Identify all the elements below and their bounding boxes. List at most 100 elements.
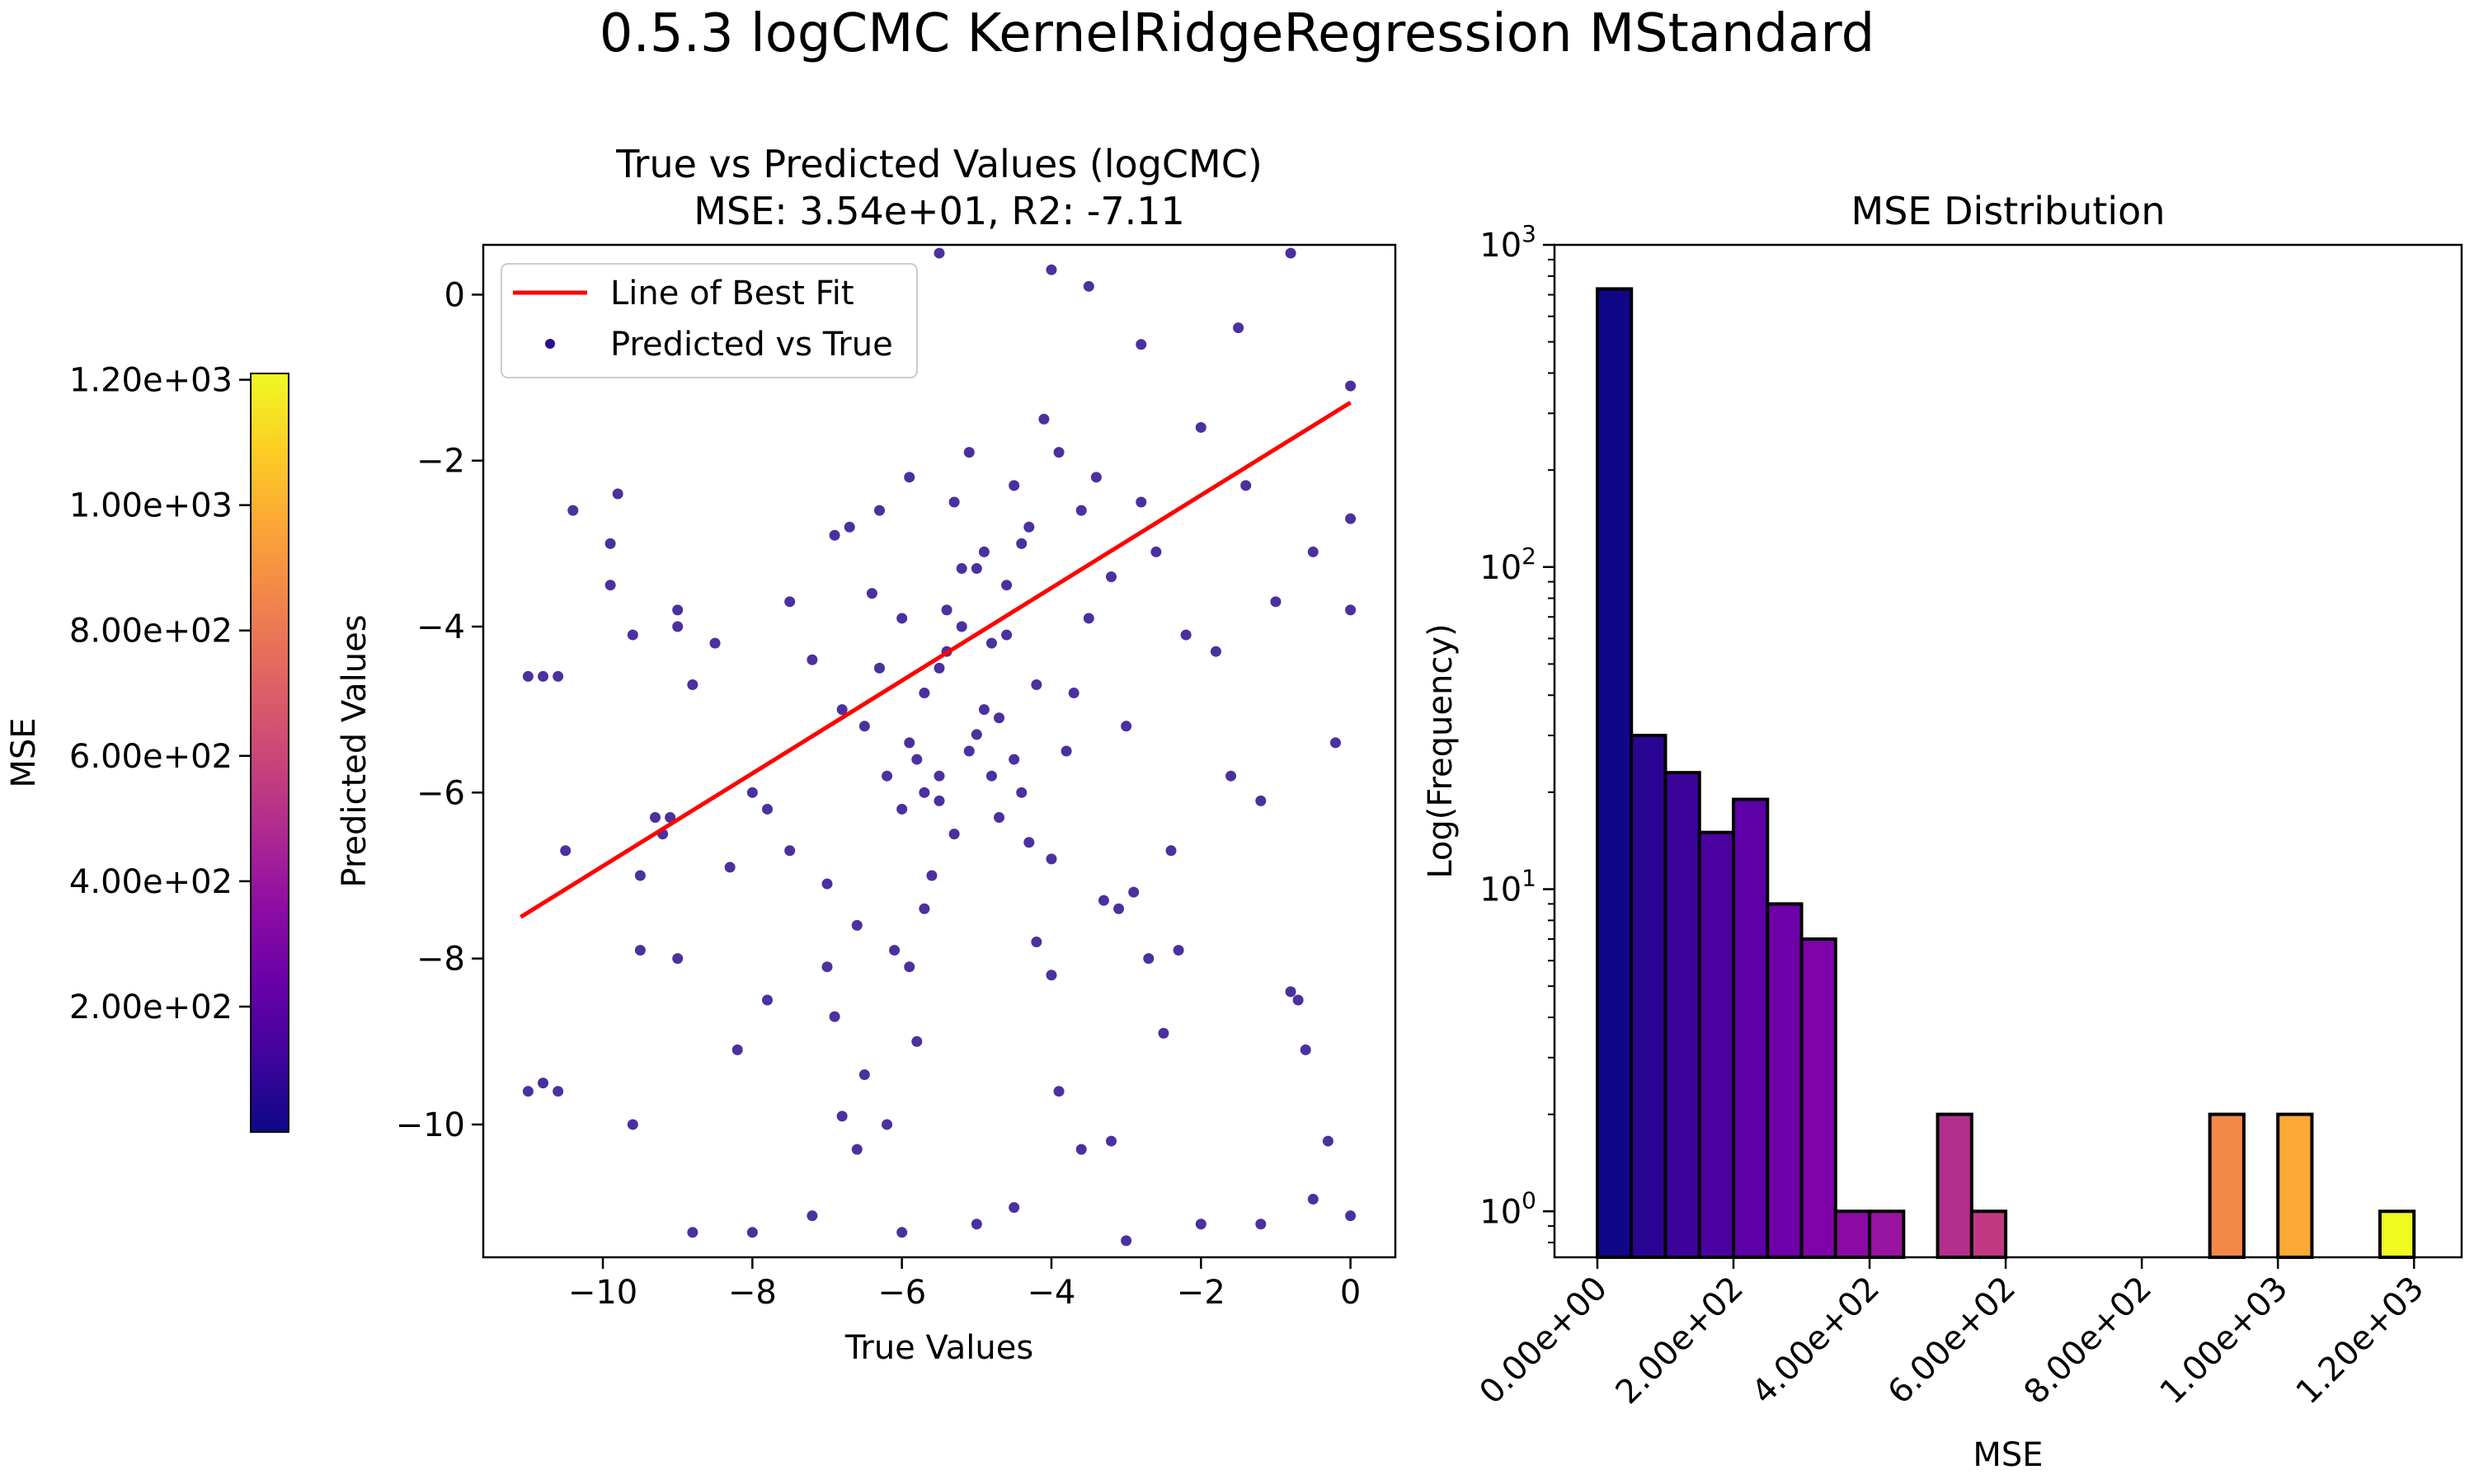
- scatter-point: [522, 1086, 534, 1097]
- scatter-y-label: Predicted Values: [336, 614, 374, 887]
- colorbar-ticks: 1.20e+03 1.00e+03 8.00e+02 6.00e+02 4.00e+02…: [69, 362, 251, 1026]
- scatter-point: [858, 1069, 870, 1081]
- legend-label-best-fit: Line of Best Fit: [610, 275, 854, 312]
- scatter-point: [784, 596, 796, 608]
- scatter-y-tick-label: −10: [396, 1106, 465, 1144]
- scatter-point: [1128, 886, 1140, 898]
- scatter-point: [604, 580, 616, 591]
- histogram-x-tick-label: 1.20e+03: [2289, 1270, 2432, 1412]
- scatter-point: [553, 1086, 564, 1097]
- scatter-point: [1106, 571, 1117, 583]
- scatter-x-tick-label: −10: [568, 1274, 637, 1312]
- colorbar-gradient: [250, 373, 289, 1133]
- scatter-point: [1240, 480, 1252, 491]
- scatter-point: [650, 812, 661, 824]
- scatter-subtitle: MSE: 3.54e+01, R2: -7.11: [694, 189, 1184, 233]
- legend-box: [501, 263, 918, 378]
- scatter-point: [919, 688, 930, 699]
- histogram-y-ticks: 100 101 102 103: [1479, 220, 1554, 1244]
- scatter-point: [926, 870, 938, 881]
- scatter-point: [567, 505, 579, 516]
- scatter-point: [1255, 795, 1267, 806]
- scatter-point: [731, 1044, 743, 1055]
- scatter-point: [1300, 1044, 1311, 1055]
- scatter-point: [672, 953, 684, 965]
- histogram-bar: [1969, 1209, 2008, 1260]
- histogram-bars: [1595, 287, 2416, 1260]
- histogram-y-tick-label: 102: [1479, 542, 1536, 587]
- scatter-point: [1016, 787, 1028, 798]
- histogram-bar: [2276, 1112, 2314, 1260]
- scatter-y-tick-label: 0: [444, 276, 465, 314]
- histogram-bar: [1799, 937, 1837, 1259]
- scatter-point: [672, 621, 684, 632]
- scatter-point: [1158, 1027, 1169, 1039]
- scatter-point: [807, 654, 818, 665]
- scatter-point: [1038, 413, 1050, 425]
- histogram-x-tick-label: 2.00e+02: [1609, 1270, 1752, 1412]
- scatter-point: [1285, 247, 1296, 259]
- scatter-x-tick-label: −6: [877, 1274, 926, 1312]
- scatter-point: [821, 961, 833, 973]
- scatter-point: [1329, 737, 1341, 749]
- scatter-point: [971, 563, 982, 575]
- histogram-y-tick-label: 103: [1479, 220, 1536, 265]
- scatter-point: [1106, 1135, 1117, 1147]
- scatter-point: [1345, 380, 1357, 392]
- scatter-point: [829, 1011, 840, 1022]
- scatter-point: [1307, 546, 1319, 557]
- histogram-bar: [2378, 1209, 2416, 1260]
- histogram-y-tick-label: 101: [1479, 865, 1536, 909]
- scatter-point: [994, 712, 1005, 724]
- scatter-point: [1053, 447, 1065, 458]
- scatter-point: [829, 529, 840, 541]
- scatter-point: [522, 670, 534, 682]
- histogram-bar: [1697, 830, 1736, 1259]
- scatter-y-tick-label: −6: [416, 774, 465, 812]
- scatter-point: [941, 604, 952, 616]
- scatter-point: [896, 803, 908, 815]
- scatter-point: [784, 845, 796, 857]
- scatter-point: [1210, 646, 1221, 657]
- scatter-point: [956, 563, 967, 575]
- scatter-point: [904, 961, 915, 973]
- scatter-point: [985, 637, 997, 649]
- scatter-point: [1270, 596, 1282, 608]
- scatter-frame: [482, 243, 1397, 1259]
- scatter-x-label: True Values: [844, 1329, 1033, 1367]
- scatter-point: [1121, 1235, 1132, 1247]
- scatter-point: [538, 670, 549, 682]
- scatter-point: [985, 770, 997, 782]
- histogram-frame: [1553, 243, 2463, 1259]
- histogram-bar: [1935, 1112, 1973, 1260]
- histogram-bar: [1766, 902, 1804, 1259]
- scatter-point: [919, 903, 930, 914]
- scatter-point: [709, 637, 721, 649]
- scatter-point: [1136, 339, 1147, 350]
- scatter-point: [836, 704, 848, 716]
- histogram-title: MSE Distribution: [1851, 189, 2166, 233]
- scatter-point: [882, 770, 893, 782]
- scatter-point: [1143, 953, 1155, 965]
- scatter-point: [1307, 1194, 1319, 1205]
- scatter-point: [560, 845, 571, 857]
- scatter-point: [821, 878, 833, 890]
- scatter-point: [978, 546, 990, 557]
- scatter-point: [934, 247, 945, 259]
- scatter-point: [978, 704, 990, 716]
- scatter-point: [1023, 837, 1035, 848]
- scatter-point: [724, 862, 736, 873]
- scatter-point: [934, 795, 945, 806]
- scatter-point: [1136, 496, 1147, 508]
- histogram-x-ticks: 0.00e+002.00e+024.00e+026.00e+028.00e+02…: [1472, 1257, 2431, 1411]
- scatter-point: [746, 787, 758, 798]
- histogram-bar: [1595, 287, 1634, 1259]
- scatter-point: [971, 1219, 982, 1230]
- scatter-point: [896, 1227, 908, 1238]
- scatter-point: [836, 1111, 848, 1122]
- scatter-point: [1061, 745, 1072, 757]
- scatter-point: [634, 870, 646, 881]
- scatter-y-tick-label: −2: [416, 443, 465, 481]
- scatter-point: [934, 662, 945, 674]
- colorbar-tick-label: 1.20e+03: [69, 362, 233, 400]
